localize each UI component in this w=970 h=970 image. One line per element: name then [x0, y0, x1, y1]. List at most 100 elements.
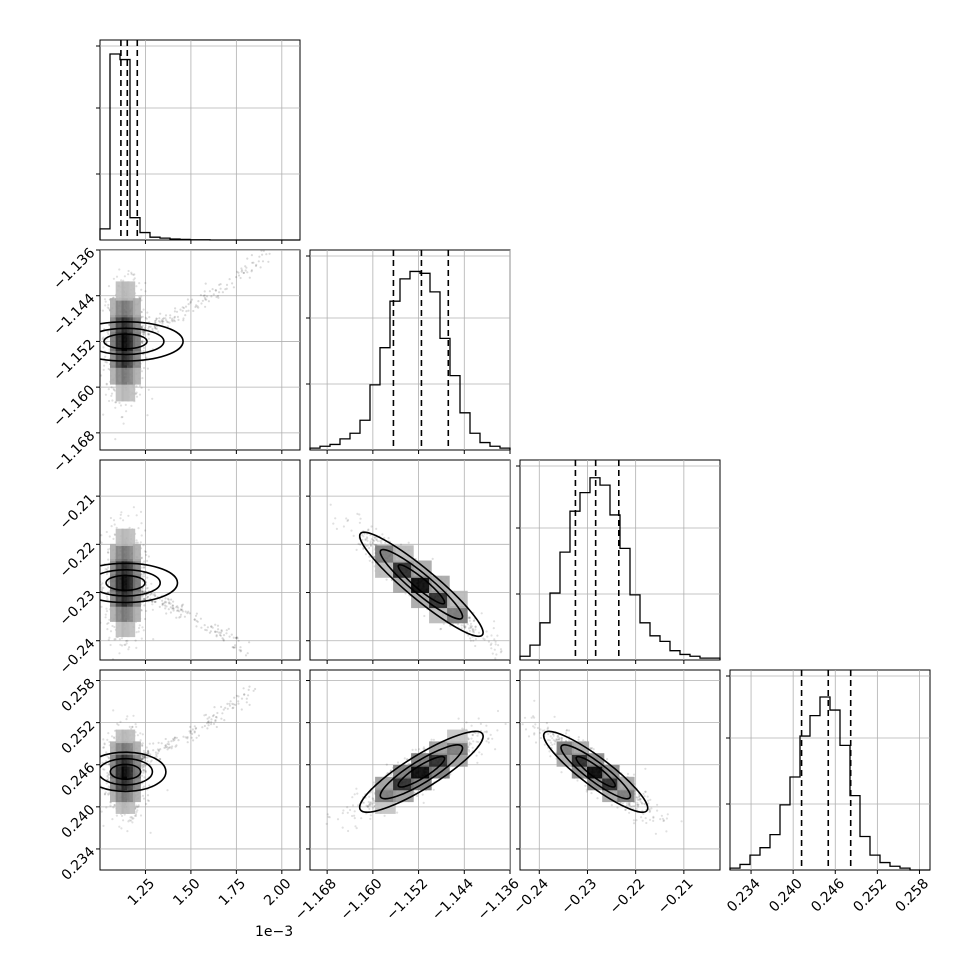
sample-point: [468, 741, 471, 744]
sample-point: [212, 714, 215, 717]
sample-point: [147, 327, 150, 330]
density-cell: [429, 575, 450, 593]
contour-mid: [379, 548, 464, 620]
sample-point: [113, 638, 116, 641]
density-cell: [121, 776, 130, 791]
sample-point: [125, 718, 128, 721]
sample-point: [140, 311, 143, 314]
sample-point: [353, 814, 356, 817]
sample-point: [361, 538, 364, 542]
sample-point: [370, 538, 373, 541]
scatter-panel-0-1: [96, 249, 301, 454]
sample-point: [106, 551, 110, 554]
density-cell: [132, 348, 141, 368]
sample-point: [167, 740, 170, 744]
sample-point: [122, 422, 125, 425]
sample-point: [113, 523, 116, 526]
density-cell: [115, 800, 124, 814]
sample-point: [165, 612, 168, 615]
sample-point: [122, 279, 125, 282]
sample-point: [172, 600, 175, 603]
sample-point: [100, 374, 103, 377]
sample-point: [107, 757, 110, 760]
sample-point: [210, 721, 213, 724]
density-cell: [393, 545, 414, 563]
sample-point: [107, 777, 110, 780]
sample-point: [361, 533, 364, 537]
sample-point: [210, 625, 213, 628]
contour-mid: [100, 327, 165, 356]
sample-point: [215, 634, 218, 637]
sample-point: [105, 782, 108, 785]
density-cell: [127, 331, 136, 351]
sample-point: [265, 253, 268, 256]
sample-point: [107, 367, 110, 371]
sample-point: [135, 395, 139, 398]
sample-point: [123, 813, 126, 816]
sample-point: [463, 625, 466, 628]
sample-point: [205, 298, 208, 301]
sample-point: [148, 742, 151, 745]
sample-point: [101, 582, 104, 585]
sample-point: [124, 643, 127, 647]
sample-point: [100, 810, 103, 813]
sample-point: [140, 637, 143, 640]
sample-point: [143, 757, 146, 760]
sample-point: [472, 631, 476, 634]
sample-point: [352, 534, 355, 538]
sample-point: [146, 559, 149, 563]
sample-point: [135, 541, 138, 544]
sample-point: [123, 275, 126, 278]
sample-point: [231, 646, 234, 649]
sample-point: [440, 627, 443, 630]
sample-point: [189, 300, 192, 303]
density-cell: [132, 604, 141, 622]
histogram-panel-1: [306, 249, 511, 454]
sample-point: [141, 339, 144, 342]
sample-point: [469, 622, 473, 625]
sample-point: [197, 300, 200, 303]
sample-point: [126, 830, 129, 833]
sample-point: [169, 611, 172, 614]
sample-point: [147, 388, 150, 391]
sample-point: [468, 629, 471, 633]
sample-point: [135, 810, 138, 814]
sample-point: [143, 560, 146, 563]
sample-point: [161, 318, 164, 321]
density-cell: [127, 543, 136, 562]
sample-point: [107, 285, 111, 288]
sample-point: [142, 755, 145, 758]
sample-point: [430, 738, 433, 741]
density-cell: [132, 298, 141, 318]
sample-point: [241, 269, 244, 272]
contour-inner: [109, 763, 142, 780]
sample-point: [180, 609, 183, 612]
sample-point: [366, 537, 369, 540]
sample-point: [114, 401, 118, 404]
sample-point: [214, 289, 217, 292]
sample-point: [175, 310, 179, 313]
sample-point: [165, 319, 168, 322]
sample-point: [142, 366, 146, 370]
sample-point: [154, 594, 157, 597]
sample-point: [157, 330, 160, 333]
sample-point: [180, 605, 183, 608]
sample-point: [489, 643, 492, 647]
sample-point: [371, 797, 374, 800]
density-cell: [115, 776, 124, 791]
sample-point: [139, 732, 142, 735]
density-cell: [121, 365, 130, 385]
sample-point: [116, 722, 119, 726]
sample-point: [108, 773, 111, 776]
sample-point: [107, 551, 110, 554]
sample-point: [467, 616, 470, 619]
sample-point: [144, 290, 147, 293]
sample-point: [495, 653, 498, 656]
sample-point: [243, 693, 246, 696]
sample-point: [347, 518, 350, 522]
sample-point: [150, 582, 153, 585]
sample-point: [147, 750, 150, 753]
sample-point: [347, 829, 350, 833]
sample-point: [174, 307, 177, 310]
sample-point: [143, 617, 147, 621]
